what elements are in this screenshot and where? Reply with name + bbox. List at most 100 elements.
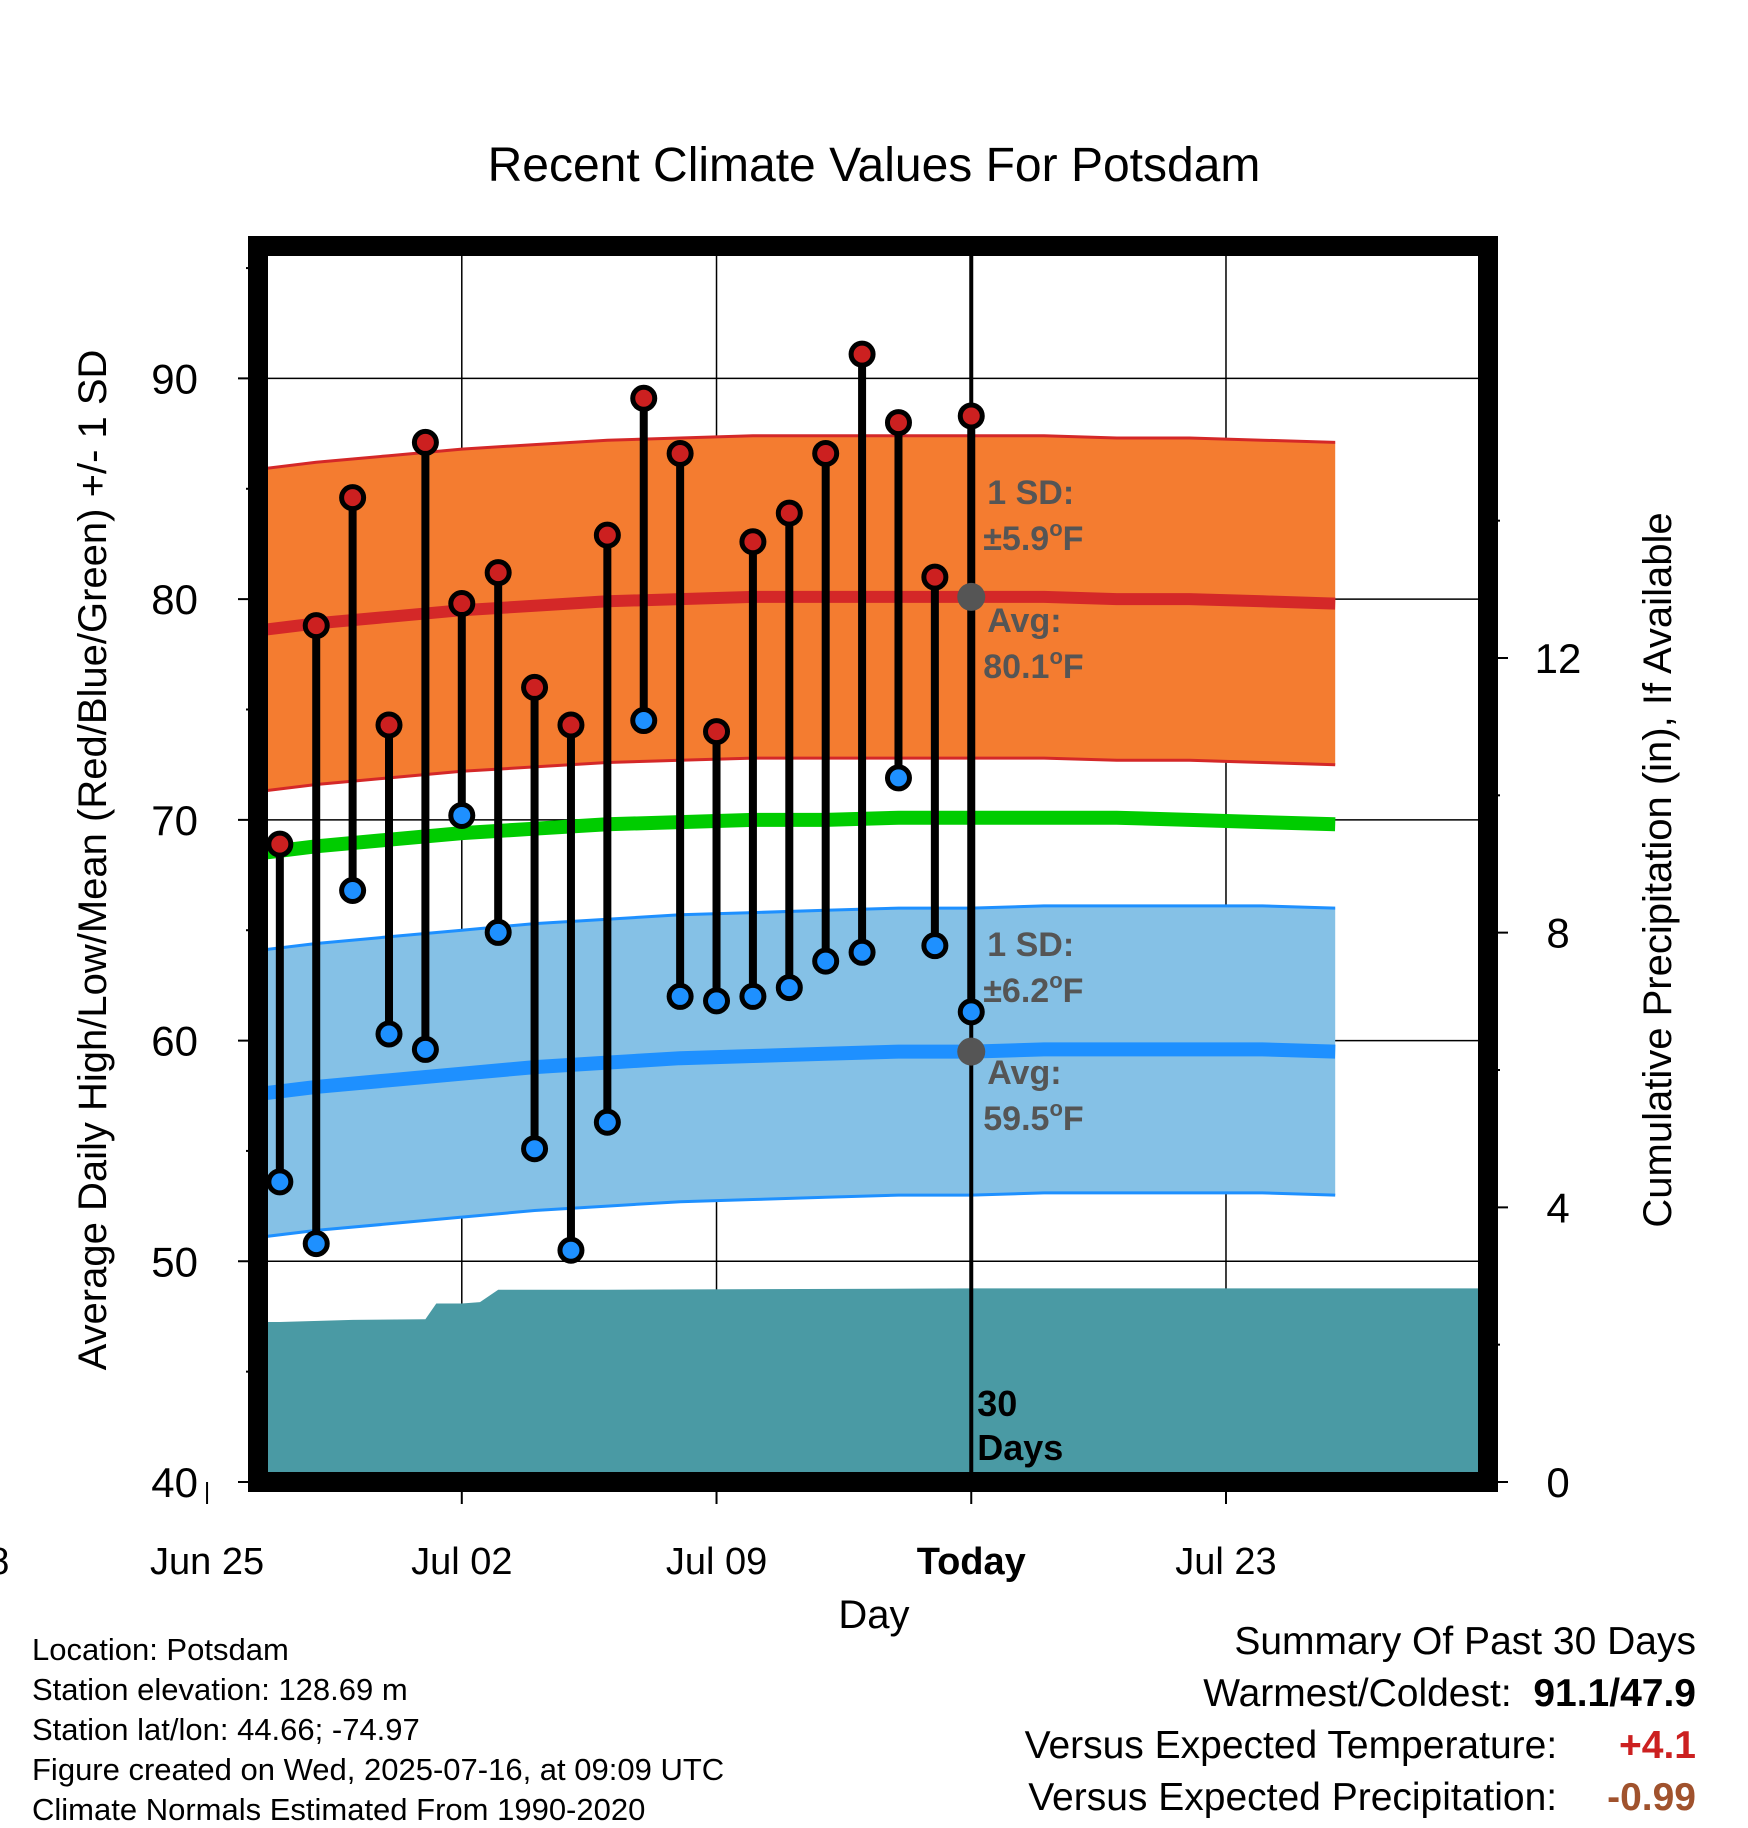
high-avg-annotation-value: 80.1oF [983, 644, 1083, 686]
today-normal-low-marker [957, 1037, 986, 1066]
temp-departure-value: +4.1 [1619, 1724, 1696, 1767]
chart-title: Recent Climate Values For Potsdam [488, 139, 1261, 192]
y-tick-label: 40 [151, 1459, 198, 1506]
high-avg-annotation-unit: F [1063, 648, 1084, 686]
y-tick-label: 60 [151, 1018, 198, 1065]
y2-tick-label: 0 [1546, 1459, 1569, 1506]
high-avg-annotation-number: 80.1 [983, 648, 1049, 686]
low-sd-annotation-number: ±6.2 [983, 972, 1049, 1010]
daily-low-point [339, 876, 367, 904]
y2-axis-label: Cumulative Precipitation (in), If Availa… [1636, 512, 1680, 1227]
low-avg-annotation-label: Avg: [987, 1054, 1061, 1092]
daily-low-point [921, 932, 949, 960]
warmest-coldest-value: 91.1/47.9 [1533, 1672, 1696, 1715]
daily-low-point [630, 707, 658, 735]
high-sd-band-upper-edge [258, 434, 1336, 471]
info-elevation: Station elevation: 128.69 m [32, 1672, 408, 1707]
daily-high-point [123, 473, 145, 495]
daily-low-point [521, 1135, 549, 1163]
summary-title: Summary Of Past 30 Days [1234, 1620, 1696, 1663]
y2-tick-label: 4 [1546, 1184, 1569, 1231]
y-axis-label: Average Daily High/Low/Mean (Red/Blue/Gr… [71, 350, 115, 1371]
high-sd-band-lower-edge [258, 756, 1336, 794]
info-normals: Climate Normals Estimated From 1990-2020 [32, 1792, 646, 1827]
y2-tick-label: 12 [1535, 635, 1582, 682]
daily-high-point [921, 563, 949, 591]
low-sd-band-lower-edge [258, 1191, 1336, 1239]
daily-low-point [666, 982, 694, 1010]
daily-low-point [593, 1108, 621, 1136]
daily-low-point [848, 938, 876, 966]
daily-low-point [484, 918, 512, 946]
daily-high-point [593, 521, 621, 549]
precip-departure-label: Versus Expected Precipitation: [1028, 1776, 1558, 1819]
daily-low-point [266, 1168, 294, 1196]
precipitation-area [258, 1288, 1488, 1482]
daily-high-point [448, 590, 476, 618]
x-tick-label: Jun 18 [0, 1541, 9, 1583]
precip-departure-value: -0.99 [1607, 1776, 1696, 1819]
high-sd-annotation-number: ±5.9 [983, 520, 1049, 558]
low-avg-annotation-value: 59.5oF [983, 1096, 1083, 1138]
daily-low-point [196, 787, 218, 809]
daily-high-point [14, 518, 36, 540]
daily-low-point [448, 801, 476, 829]
daily-high-point [848, 340, 876, 368]
y-tick-label: 90 [151, 355, 198, 402]
daily-low-point [775, 974, 803, 1002]
low-avg-annotation-degree: o [1049, 1096, 1062, 1121]
x-axis-label: Day [838, 1593, 909, 1637]
high-avg-annotation-degree: o [1049, 644, 1062, 669]
daily-low-point [703, 987, 731, 1015]
info-created: Figure created on Wed, 2025-07-16, at 09… [32, 1752, 725, 1787]
daily-high-point [957, 402, 985, 430]
daily-low-point [50, 1074, 72, 1096]
daily-high-point [703, 718, 731, 746]
x-tick-label: Jul 02 [411, 1541, 512, 1583]
daily-high-point [812, 439, 840, 467]
high-sd-annotation-unit: F [1063, 520, 1084, 558]
today-normal-high-marker [957, 582, 986, 611]
daily-high-point [375, 711, 403, 739]
daily-high-point [339, 484, 367, 512]
info-latlon: Station lat/lon: 44.66; -74.97 [32, 1712, 420, 1747]
period-number: 30 [977, 1383, 1017, 1424]
low-sd-annotation-label: 1 SD: [987, 926, 1074, 964]
summary-temperature: Versus Expected Temperature: +4.1 [1025, 1724, 1696, 1768]
x-tick-label: Jun 25 [150, 1541, 264, 1583]
daily-low-point [884, 764, 912, 792]
daily-high-point [266, 830, 294, 858]
low-avg-annotation-number: 59.5 [983, 1100, 1049, 1138]
daily-low-point [411, 1035, 439, 1063]
daily-low-point [812, 947, 840, 975]
x-tick-label: Today [917, 1541, 1026, 1583]
daily-high-point [302, 612, 330, 640]
warmest-coldest-label: Warmest/Coldest: [1203, 1672, 1512, 1715]
y2-tick-label: 8 [1546, 910, 1569, 957]
x-tick-label: Jul 09 [666, 1541, 767, 1583]
daily-low-point [557, 1236, 585, 1264]
low-avg-annotation-unit: F [1063, 1100, 1084, 1138]
high-sd-annotation-label: 1 SD: [987, 474, 1074, 512]
low-sd-band [258, 905, 1336, 1238]
low-sd-annotation-value: ±6.2oF [983, 968, 1083, 1010]
daily-high-point [411, 428, 439, 456]
daily-high-point [630, 384, 658, 412]
daily-high-point [196, 354, 218, 376]
daily-high-point [666, 439, 694, 467]
high-sd-annotation-degree: o [1049, 516, 1062, 541]
daily-low-point [123, 864, 145, 886]
y-tick-label: 80 [151, 576, 198, 623]
daily-high-point [739, 528, 767, 556]
daily-high-point [484, 559, 512, 587]
summary-precipitation: Versus Expected Precipitation: -0.99 [1028, 1776, 1696, 1820]
plot-frame [248, 236, 1498, 1492]
daily-low-point [302, 1230, 330, 1258]
daily-low-point [739, 982, 767, 1010]
high-sd-band [258, 435, 1336, 792]
info-location: Location: Potsdam [32, 1632, 289, 1667]
daily-high-point [557, 711, 585, 739]
summary-warmest-coldest: Warmest/Coldest: 91.1/47.9 [1203, 1672, 1696, 1716]
